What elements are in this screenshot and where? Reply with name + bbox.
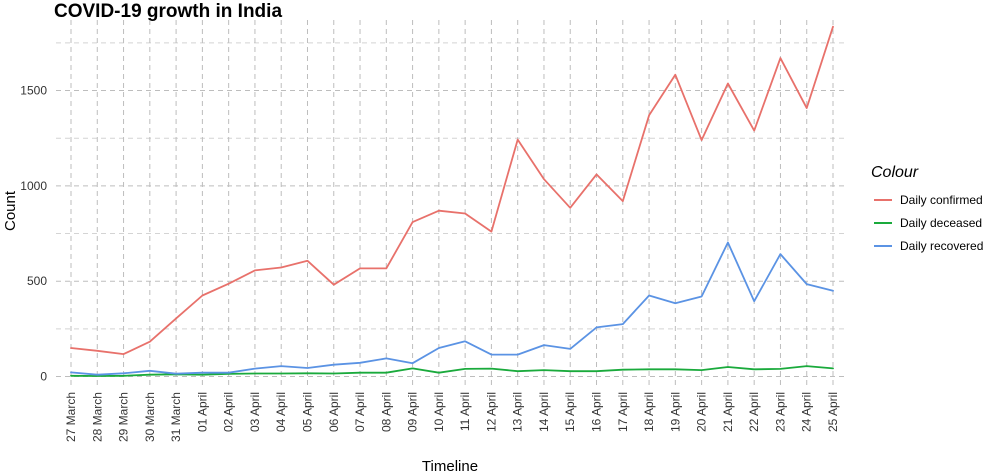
chart-title: COVID-19 growth in India [54,1,282,22]
y-tick-label: 1500 [20,84,47,98]
x-tick-label: 22 April [747,392,761,432]
x-tick-label: 31 March [169,392,183,442]
x-tick-label: 03 April [248,392,262,432]
x-tick-label: 23 April [773,392,787,432]
x-tick-label: 27 March [64,392,78,442]
series-lines [70,25,834,377]
x-axis-title: Timeline [422,458,478,475]
series-line-daily-recovered [70,241,834,376]
x-tick-label: 04 April [274,392,288,432]
x-tick-label: 29 March [117,392,131,442]
y-tick-label: 500 [27,274,47,288]
x-tick-label: 05 April [300,392,314,432]
x-tick-label: 01 April [195,392,209,432]
x-tick-label: 28 March [90,392,104,442]
grid [56,20,848,388]
x-tick-label: 20 April [695,392,709,432]
x-tick-label: 09 April [406,392,420,432]
x-tick-label: 11 April [458,392,472,431]
series-line-daily-confirmed [70,25,834,356]
x-tick-label: 08 April [379,392,393,432]
x-tick-label: 30 March [143,392,157,442]
x-tick-label: 24 April [800,392,814,432]
x-tick-label: 21 April [721,392,735,432]
y-axis: 0 500 1000 1500 [20,84,47,384]
legend-title: Colour [871,164,919,181]
y-tick-label: 0 [40,370,47,384]
x-tick-label: 13 April [511,392,525,432]
x-axis: 27 March 28 March 29 March 30 March 31 March… [64,392,840,442]
series-line-daily-deceased [70,365,834,377]
x-tick-label: 06 April [327,392,341,432]
x-tick-label: 19 April [668,392,682,432]
legend-items: Daily confirmed Daily deceased Daily recov… [874,193,983,253]
x-tick-label: 17 April [616,392,630,432]
x-tick-label: 25 April [826,392,840,432]
x-tick-label: 02 April [222,392,236,432]
legend-label-daily-deceased: Daily deceased [900,216,982,230]
legend-label-daily-recovered: Daily recovered [900,239,983,253]
y-axis-title: Count [2,190,19,231]
legend-label-daily-confirmed: Daily confirmed [900,193,983,207]
x-tick-label: 12 April [484,392,498,432]
x-tick-label: 15 April [563,392,577,432]
x-tick-label: 18 April [642,392,656,432]
x-tick-label: 07 April [353,392,367,432]
x-tick-label: 10 April [432,392,446,432]
x-tick-label: 16 April [590,392,604,432]
x-tick-label: 14 April [537,392,551,432]
y-tick-label: 1000 [20,179,47,193]
